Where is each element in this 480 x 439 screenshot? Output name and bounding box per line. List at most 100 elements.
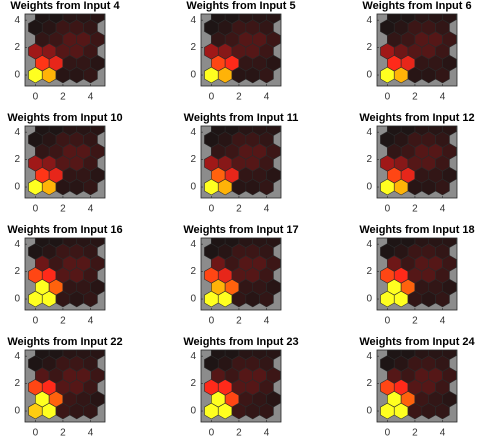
axes-frame [24,125,106,199]
y-tick-label: 2 [190,42,196,53]
hex-grid [28,14,105,84]
hex-cell [387,350,402,360]
x-tick-label: 0 [385,204,391,215]
hex-cell [90,238,105,248]
y-tick-label: 0 [366,406,372,417]
hex-cell [224,14,240,24]
subplot: Weights from Input 18 0 2 4 0 2 4 [359,224,474,327]
y-tick-label: 4 [366,239,372,250]
x-tick-label: 0 [33,316,39,327]
y-tick-label: 0 [366,294,372,305]
x-tick-label: 2 [412,316,418,327]
x-tick-label: 0 [209,316,215,327]
x-tick-label: 0 [33,92,39,103]
y-tick-label: 0 [14,294,20,305]
hex-cell [428,126,443,136]
x-tick-label: 0 [209,204,215,215]
hex-cell [266,350,281,360]
subplot-title: Weights from Input 18 [359,224,474,236]
hex-cell [48,126,64,136]
x-tick-label: 4 [264,92,270,103]
hex-cell [387,238,402,248]
hex-cell [48,238,64,248]
y-tick-label: 2 [366,266,372,277]
hex-cell [62,126,78,136]
subplot-title: Weights from Input 22 [7,336,122,348]
y-tick-label: 2 [366,42,372,53]
subplot: Weights from Input 10 0 2 4 0 2 4 [7,112,122,215]
x-tick-label: 2 [412,428,418,439]
hex-cell [35,238,50,248]
x-tick-label: 4 [440,316,446,327]
hex-grid [28,350,105,420]
hex-cell [35,126,50,136]
x-tick-label: 4 [88,92,94,103]
axes-frame [200,349,282,423]
hex-cell [238,126,254,136]
x-tick-label: 4 [440,204,446,215]
y-tick-label: 4 [190,239,196,250]
x-tick-label: 0 [385,316,391,327]
hex-grid [204,126,281,196]
x-tick-label: 4 [264,316,270,327]
subplot-title: Weights from Input 12 [359,112,474,124]
subplot: Weights from Input 5 0 2 4 0 2 4 [186,0,295,103]
axes-frame [200,237,282,311]
subplot-title: Weights from Input 24 [359,336,475,348]
y-tick-label: 4 [190,15,196,26]
y-tick-label: 2 [14,266,20,277]
y-tick-label: 2 [366,154,372,165]
x-tick-label: 4 [88,428,94,439]
hex-cell [428,350,443,360]
hex-cell [266,126,281,136]
hex-grid [28,238,105,308]
hex-cell [266,238,281,248]
x-tick-label: 2 [412,92,418,103]
y-tick-label: 2 [190,266,196,277]
axes-frame [200,13,282,87]
x-tick-label: 2 [60,204,66,215]
x-tick-label: 4 [440,92,446,103]
hex-cell [400,14,416,24]
x-tick-label: 2 [236,316,242,327]
hex-cell [387,14,402,24]
y-tick-label: 0 [190,70,196,81]
hex-cell [414,238,430,248]
y-tick-label: 2 [14,154,20,165]
hex-cell [252,14,267,24]
hex-cell [62,14,78,24]
hex-cell [48,350,64,360]
axes-frame [376,349,458,423]
y-tick-label: 0 [190,406,196,417]
subplot: Weights from Input 17 0 2 4 0 2 4 [183,224,298,327]
y-tick-label: 0 [366,182,372,193]
hex-cell [238,14,254,24]
x-tick-label: 4 [88,316,94,327]
hex-cell [62,238,78,248]
hex-cell [400,350,416,360]
hex-grid [204,14,281,84]
hex-cell [442,126,457,136]
x-tick-label: 4 [440,428,446,439]
hex-cell [428,238,443,248]
hex-cell [48,14,64,24]
y-tick-label: 0 [14,406,20,417]
subplot-title: Weights from Input 4 [10,0,120,12]
y-tick-label: 4 [190,351,196,362]
hex-cell [62,350,78,360]
y-tick-label: 2 [190,378,196,389]
subplot: Weights from Input 4 0 2 4 0 2 4 [10,0,120,103]
subplot: Weights from Input 22 0 2 4 0 2 4 [7,336,122,439]
hex-cell [238,350,254,360]
hex-cell [90,126,105,136]
subplot: Weights from Input 23 0 2 4 0 2 4 [183,336,298,439]
hex-cell [211,238,226,248]
axes-frame [200,125,282,199]
hex-grid [28,126,105,196]
axes-frame [24,13,106,87]
hex-grid [380,126,457,196]
y-tick-label: 0 [190,182,196,193]
y-tick-label: 2 [14,42,20,53]
subplot-title: Weights from Input 17 [183,224,298,236]
